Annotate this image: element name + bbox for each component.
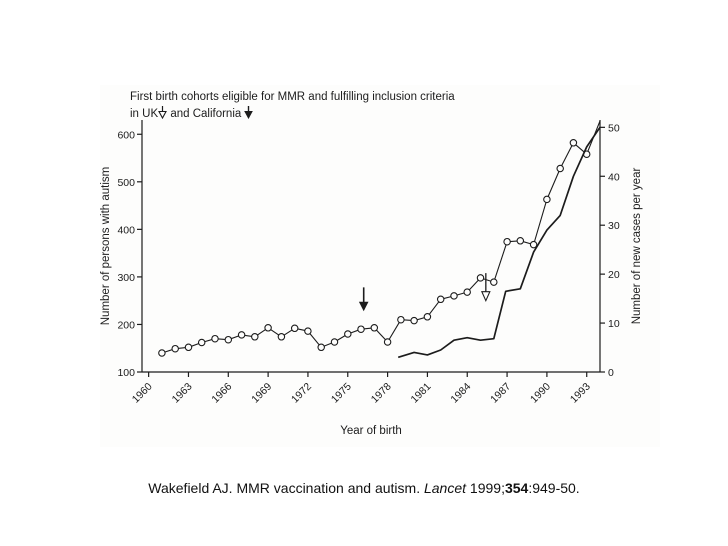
data-point-marker bbox=[463, 288, 471, 296]
left-tick-label: 400 bbox=[117, 224, 135, 236]
uk-open-down-arrow-icon bbox=[158, 105, 168, 119]
data-point-marker bbox=[529, 240, 538, 249]
x-tick-label: 1960 bbox=[130, 381, 155, 406]
california-marker-arrow bbox=[358, 301, 369, 312]
right-tick-label: 0 bbox=[608, 367, 614, 379]
data-point-marker bbox=[158, 349, 166, 357]
data-point-marker bbox=[171, 344, 179, 353]
x-tick-label: 1981 bbox=[409, 381, 434, 406]
data-point-marker bbox=[503, 237, 511, 246]
x-tick-label: 1963 bbox=[170, 381, 195, 406]
citation-pages: :949-50. bbox=[528, 480, 580, 496]
figure-title-line1: First birth cohorts eligible for MMR and… bbox=[130, 91, 455, 103]
figure-title-line2-pre: in UK bbox=[130, 107, 159, 120]
data-point-marker bbox=[184, 343, 193, 352]
chart-plot: 100 200 300 400 500 600 0 10 20 30 40 50 1960 1963 196… bbox=[100, 120, 643, 437]
uk-marker-arrow bbox=[480, 291, 491, 303]
cumulative-cases-line bbox=[161, 120, 601, 354]
data-point-marker bbox=[224, 335, 233, 344]
citation-journal: Lancet bbox=[423, 480, 467, 496]
figure: 100 200 300 400 500 600 0 10 20 30 40 50 1960 1963 196… bbox=[100, 85, 660, 447]
california-filled-down-arrow-icon bbox=[244, 105, 254, 119]
right-tick-label: 40 bbox=[608, 171, 620, 183]
new-cases-line bbox=[397, 126, 601, 359]
figure-title-line2-mid: and California bbox=[167, 107, 245, 120]
data-point-marker bbox=[556, 164, 564, 173]
data-point-marker bbox=[370, 324, 379, 332]
data-point-marker bbox=[490, 278, 498, 286]
data-point-marker bbox=[330, 338, 339, 346]
citation-authors: Wakefield AJ. MMR vaccination and autism… bbox=[148, 480, 424, 496]
data-point-marker bbox=[397, 315, 405, 324]
data-point-marker bbox=[264, 324, 272, 332]
right-axis-title: Number of new cases per year bbox=[631, 168, 643, 325]
left-tick-label: 600 bbox=[117, 129, 135, 141]
x-tick-label: 1978 bbox=[369, 381, 394, 406]
data-point-marker bbox=[211, 334, 219, 343]
right-tick-label: 20 bbox=[608, 269, 620, 281]
data-point-marker bbox=[277, 333, 286, 341]
left-tick-label: 200 bbox=[117, 319, 135, 331]
figure-title: First birth cohorts eligible for MMR and… bbox=[130, 89, 600, 122]
data-point-marker bbox=[344, 330, 352, 338]
x-axis-title: Year of birth bbox=[340, 425, 402, 437]
x-tick-label: 1984 bbox=[448, 381, 473, 406]
data-point-marker bbox=[290, 324, 299, 333]
citation-year: 1999; bbox=[466, 480, 505, 496]
left-tick-label: 500 bbox=[117, 177, 135, 189]
left-tick-label: 100 bbox=[117, 367, 135, 379]
data-point-marker bbox=[516, 237, 525, 245]
right-tick-label: 50 bbox=[608, 122, 620, 134]
x-tick-label: 1972 bbox=[289, 381, 314, 406]
data-point-marker bbox=[317, 343, 325, 352]
data-point-marker bbox=[383, 338, 392, 346]
data-point-marker bbox=[450, 292, 458, 300]
citation: Wakefield AJ. MMR vaccination and autism… bbox=[0, 480, 728, 496]
x-tick-label: 1975 bbox=[329, 381, 354, 406]
data-point-marker bbox=[357, 325, 365, 333]
data-point-marker bbox=[543, 195, 551, 204]
left-tick-label: 300 bbox=[117, 272, 135, 284]
left-axis-title: Number of persons with autism bbox=[100, 167, 112, 326]
data-point-marker bbox=[237, 331, 246, 339]
x-tick-label: 1966 bbox=[209, 381, 234, 406]
data-point-marker bbox=[569, 139, 578, 147]
x-tick-label: 1990 bbox=[528, 381, 553, 406]
data-point-marker bbox=[197, 338, 206, 347]
x-tick-label: 1987 bbox=[488, 381, 513, 406]
x-tick-label: 1993 bbox=[568, 381, 593, 406]
data-point-marker bbox=[476, 274, 485, 282]
data-point-marker bbox=[410, 316, 418, 325]
data-point-marker bbox=[436, 295, 445, 304]
right-tick-label: 30 bbox=[608, 220, 620, 232]
data-point-marker bbox=[251, 333, 259, 341]
x-tick-label: 1969 bbox=[249, 381, 274, 406]
data-point-marker bbox=[423, 313, 432, 321]
right-tick-label: 10 bbox=[608, 318, 620, 330]
citation-volume: 354 bbox=[504, 480, 529, 496]
data-point-marker bbox=[304, 327, 312, 335]
